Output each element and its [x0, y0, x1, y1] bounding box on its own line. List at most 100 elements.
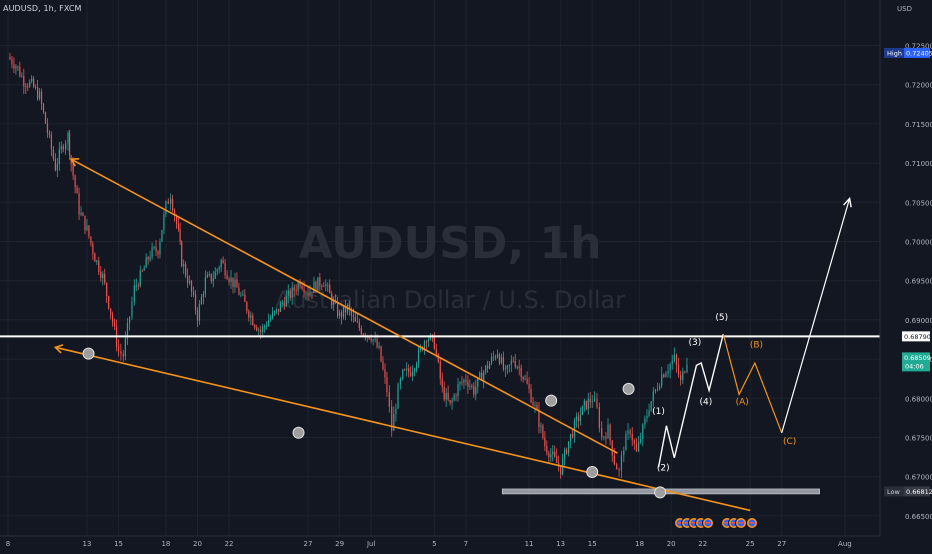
- candle-body: [80, 213, 82, 215]
- candle-body: [616, 464, 618, 470]
- pivot-circle[interactable]: [292, 426, 305, 439]
- candle-body: [587, 398, 589, 410]
- candle-body: [267, 320, 270, 326]
- wave-label[interactable]: (3): [688, 338, 701, 348]
- wave-label[interactable]: (B): [750, 340, 763, 350]
- candle-body: [382, 361, 384, 370]
- candle-body: [210, 273, 212, 281]
- economic-events-row[interactable]: [674, 517, 758, 529]
- candle-body: [352, 315, 355, 317]
- candle-body: [546, 446, 548, 453]
- wave-label[interactable]: (4): [700, 398, 713, 408]
- pivot-circle[interactable]: [586, 465, 599, 478]
- wave-label[interactable]: (C): [783, 437, 796, 447]
- candle-body: [362, 334, 364, 335]
- candle-body: [204, 277, 206, 295]
- candle-body: [485, 365, 487, 373]
- time-tick-label: 20: [193, 540, 202, 548]
- candle-body: [459, 382, 461, 384]
- wave-label[interactable]: (A): [736, 398, 749, 408]
- candle-body: [82, 213, 84, 216]
- candle-body: [128, 316, 131, 323]
- candle-body: [240, 294, 242, 296]
- candle-body: [469, 385, 471, 387]
- candle-body: [177, 223, 180, 229]
- candle-body: [500, 357, 503, 364]
- breakout-projection-path[interactable]: [781, 198, 851, 433]
- candle-body: [404, 369, 406, 371]
- candle-body: [161, 229, 163, 242]
- candle-body: [648, 410, 650, 416]
- wave-label[interactable]: (5): [715, 313, 728, 323]
- upper-trendline[interactable]: [70, 158, 618, 454]
- candle-body: [601, 428, 603, 437]
- candle-body: [633, 440, 635, 444]
- candle-body: [147, 257, 149, 260]
- symbol-header[interactable]: AUDUSD, 1h, FXCM: [3, 4, 82, 13]
- pivot-circle[interactable]: [545, 394, 558, 407]
- candle-body: [569, 434, 572, 442]
- event-flag-stripe-icon: [698, 522, 704, 524]
- candle-body: [475, 386, 477, 395]
- candle-body: [244, 294, 246, 302]
- pivot-circle[interactable]: [622, 382, 635, 395]
- candle-body: [319, 277, 321, 287]
- candle-body: [461, 382, 463, 383]
- candle-body: [340, 312, 343, 318]
- time-tick-label: 27: [777, 540, 786, 548]
- candle-body: [252, 315, 254, 326]
- candle-body: [675, 354, 678, 366]
- candle-body: [216, 269, 218, 272]
- lower-trendline[interactable]: [55, 346, 751, 512]
- candle-body: [281, 303, 283, 305]
- candle-body: [571, 434, 574, 438]
- candle-body: [285, 295, 287, 307]
- candle-body: [317, 277, 319, 291]
- event-flag-stripe-icon: [705, 522, 711, 524]
- candle-body: [17, 66, 19, 68]
- candle-body: [487, 365, 489, 369]
- candle-body: [48, 132, 51, 135]
- last-price-text: 0.68509: [904, 354, 931, 362]
- pivot-circle[interactable]: [654, 486, 667, 499]
- candle-body: [526, 378, 528, 384]
- candle-body: [348, 304, 351, 310]
- candle-body: [273, 311, 276, 313]
- price-tick-label: 0.69500: [905, 278, 932, 286]
- elliott-impulse-path[interactable]: [657, 333, 724, 468]
- candle-body: [31, 78, 33, 82]
- candle-body: [479, 372, 481, 378]
- candle-body: [554, 451, 556, 457]
- candle-body: [441, 378, 443, 388]
- candle-body: [593, 398, 596, 402]
- wave-label[interactable]: (1): [652, 407, 665, 417]
- pivot-circle[interactable]: [82, 347, 95, 360]
- currency-label: USD: [897, 5, 912, 13]
- candle-body: [21, 76, 23, 77]
- candle-body: [455, 395, 457, 397]
- candle-body: [395, 408, 397, 415]
- candle-body: [344, 306, 347, 313]
- candle-body: [631, 434, 633, 441]
- candle-body: [9, 57, 11, 60]
- elliott-correction-path[interactable]: [722, 333, 783, 434]
- candle-body: [356, 321, 358, 323]
- candle-body: [374, 339, 376, 340]
- candle-body: [558, 462, 560, 467]
- wave-label[interactable]: (2): [657, 463, 670, 473]
- candle-body: [427, 339, 430, 342]
- candle-body: [198, 304, 201, 321]
- candle-body: [563, 449, 566, 459]
- candle-body: [325, 284, 327, 286]
- candle-body: [256, 327, 258, 331]
- time-axis[interactable]: 8 13 15 18 20 22 27 29 Jul 5 7 11 13 15 18 20 22 25 27 Aug: [6, 540, 852, 548]
- candle-body: [112, 314, 114, 323]
- breakout-arrowhead: [843, 196, 852, 208]
- low-value-badge: [904, 486, 930, 497]
- candle-body: [117, 346, 120, 352]
- candle-body: [510, 360, 512, 365]
- candle-body: [378, 346, 380, 348]
- candle-body: [342, 306, 345, 318]
